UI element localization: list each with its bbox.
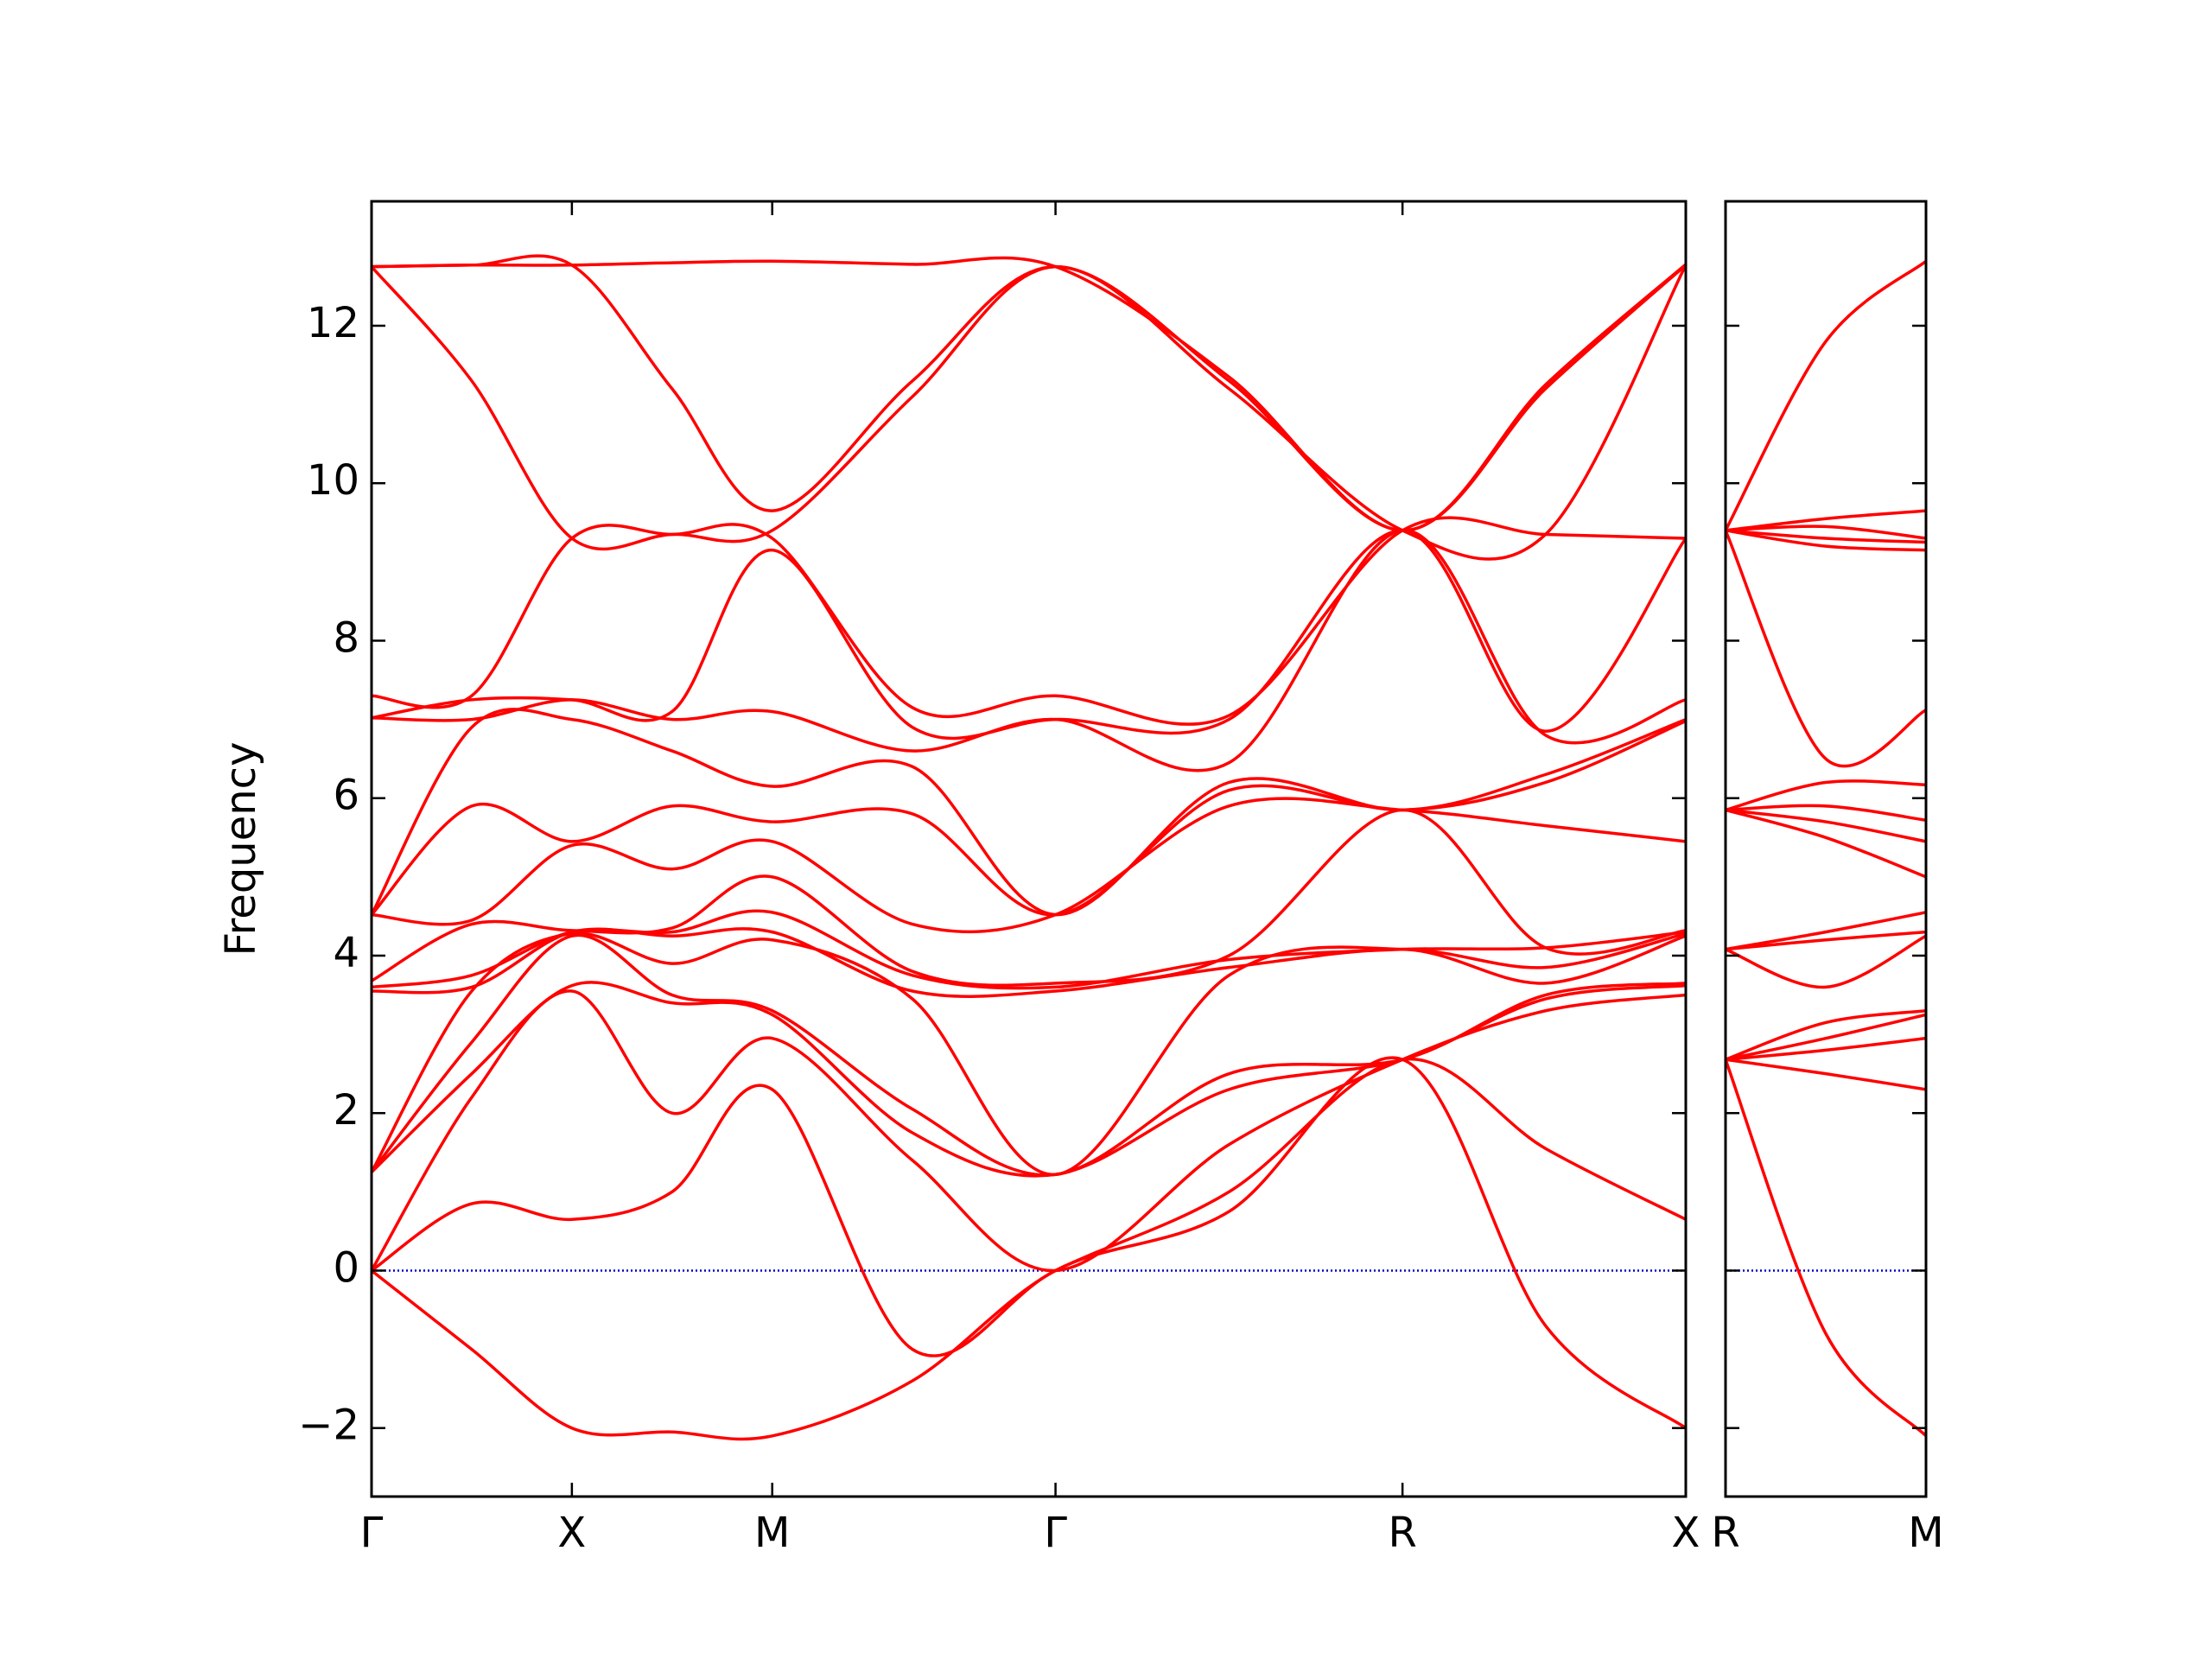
- band-line: [1726, 1013, 1926, 1061]
- band-line: [1726, 1009, 1926, 1061]
- band-line: [372, 708, 1686, 917]
- x-tick-label: R: [1711, 1509, 1739, 1557]
- band-line: [372, 909, 1686, 990]
- band-line: [372, 1056, 1686, 1441]
- band-line: [372, 256, 1686, 532]
- x-tick-label: Γ: [1044, 1509, 1067, 1557]
- band-line: [1726, 530, 1926, 768]
- band-line: [372, 981, 1686, 1178]
- band-line: [372, 516, 1686, 726]
- y-tick-label: 2: [333, 1086, 359, 1135]
- band-line: [1726, 1058, 1926, 1438]
- y-tick-label: −2: [298, 1402, 359, 1450]
- band-line: [1726, 509, 1926, 532]
- x-tick-label: Γ: [360, 1509, 384, 1557]
- x-tick-label: X: [557, 1509, 586, 1557]
- x-tick-label: X: [1672, 1509, 1700, 1557]
- band-line: [372, 264, 1686, 561]
- band-line: [372, 529, 1686, 741]
- band-line: [372, 931, 1686, 1177]
- band-line: [372, 933, 1686, 1177]
- axes-frame: [370, 200, 1688, 1498]
- y-tick-label: 12: [307, 299, 359, 347]
- axes-frame: [1724, 200, 1928, 1498]
- band-line: [1726, 911, 1926, 951]
- band-line: [1726, 808, 1926, 843]
- band-line: [372, 989, 1686, 1273]
- y-axis-label: Frequency: [217, 742, 265, 957]
- band-line: [1726, 259, 1926, 531]
- band-line: [372, 797, 1686, 934]
- y-tick-label: 8: [333, 613, 359, 662]
- plot-area: [1726, 259, 1926, 1438]
- band-line: [1726, 779, 1926, 812]
- band-line: [1726, 1036, 1926, 1062]
- band-line: [372, 808, 1686, 988]
- band-line: [372, 719, 1686, 917]
- x-tick-label: R: [1388, 1509, 1416, 1557]
- plot-area: [372, 254, 1686, 1441]
- band-line: [1726, 934, 1926, 989]
- y-tick-label: 10: [307, 456, 359, 505]
- band-line: [372, 254, 1686, 532]
- y-tick-label: 4: [333, 929, 359, 977]
- band-line: [372, 1057, 1686, 1357]
- band-line: [1726, 1058, 1926, 1091]
- y-tick-label: 0: [333, 1243, 359, 1292]
- band-line: [1726, 808, 1926, 879]
- x-tick-label: M: [754, 1509, 790, 1557]
- band-line: [1726, 804, 1926, 822]
- band-line: [1726, 529, 1926, 544]
- x-tick-label: M: [1908, 1509, 1943, 1557]
- band-line: [1726, 930, 1926, 951]
- band-line: [1726, 529, 1926, 552]
- y-tick-label: 6: [333, 772, 359, 820]
- band-line: [372, 529, 1686, 772]
